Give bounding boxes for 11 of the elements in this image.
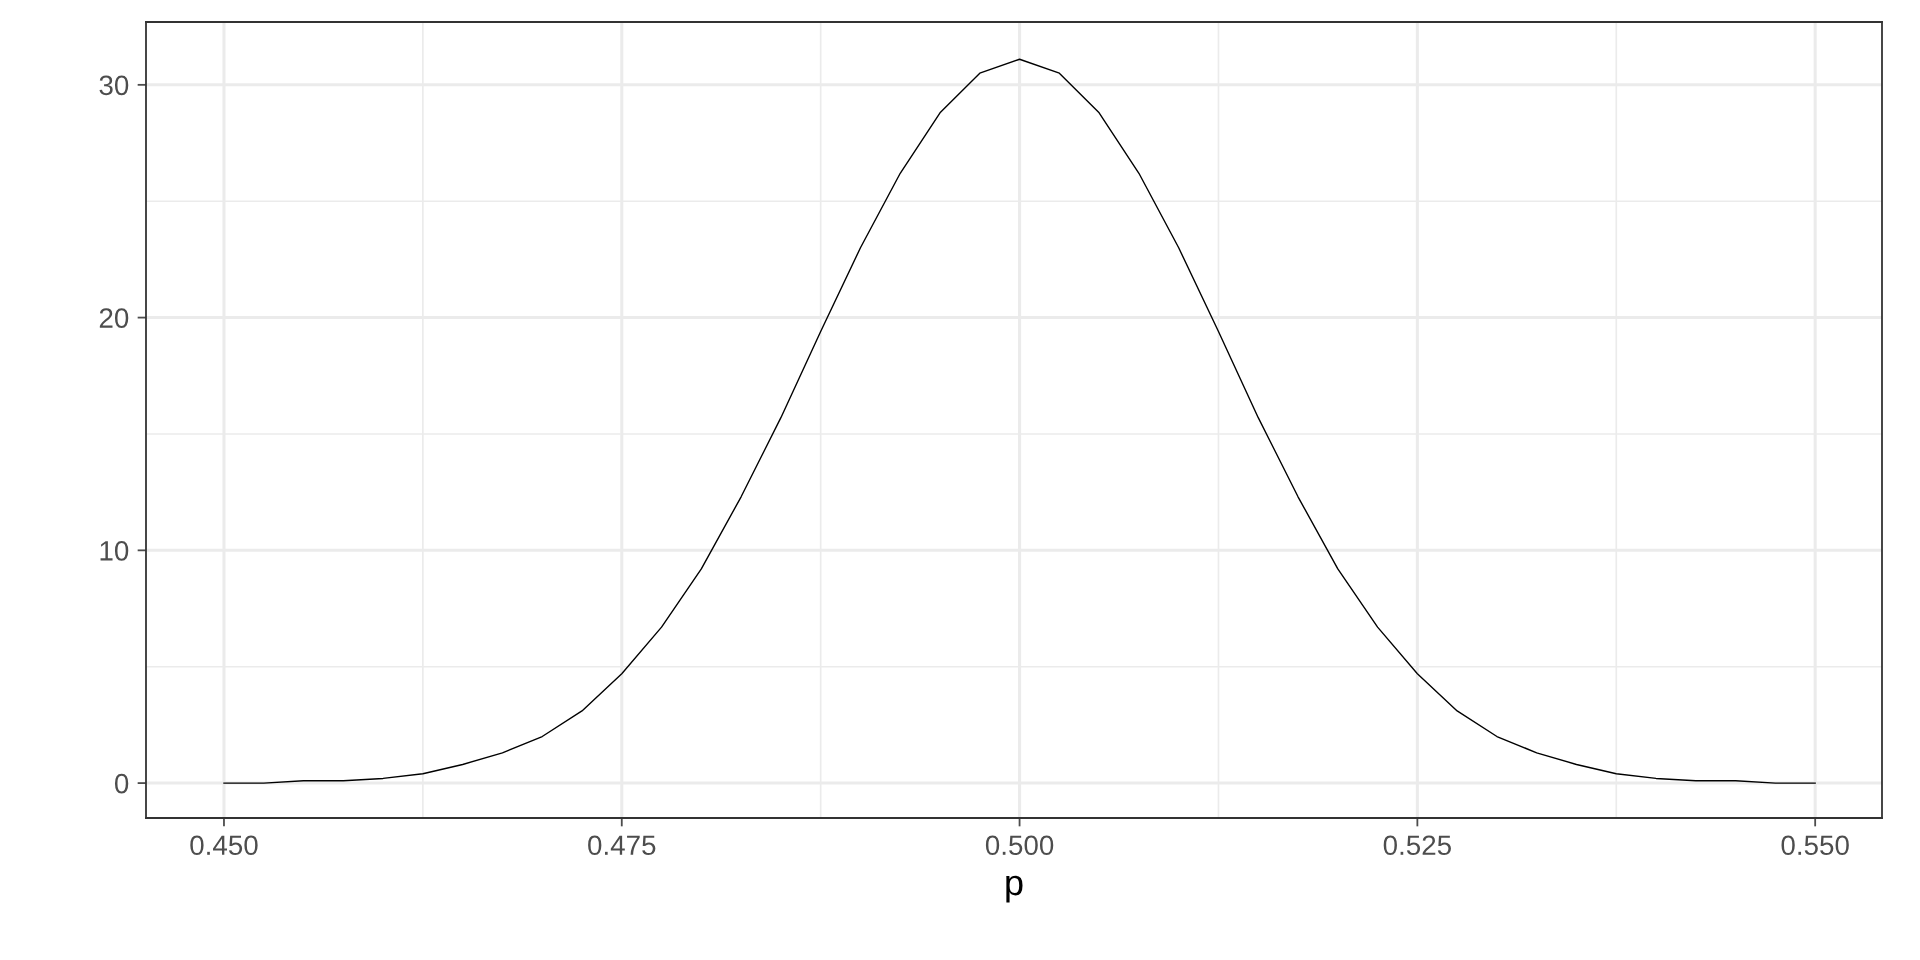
y-tick-label: 10 xyxy=(100,541,129,561)
y-tick-label: 20 xyxy=(99,308,129,328)
y-tick-label: 0 xyxy=(114,773,129,794)
x-tick-label: 0.475 xyxy=(588,835,656,856)
x-axis-title: p xyxy=(1006,875,1023,903)
y-tick-label: 30 xyxy=(99,75,129,96)
line-series xyxy=(223,58,1816,784)
x-tick-label: 0.500 xyxy=(985,835,1054,856)
x-tick-label: 0.525 xyxy=(1383,835,1451,856)
x-tick-label: 0.450 xyxy=(190,835,258,856)
x-tick-label: 0.550 xyxy=(1781,835,1849,856)
